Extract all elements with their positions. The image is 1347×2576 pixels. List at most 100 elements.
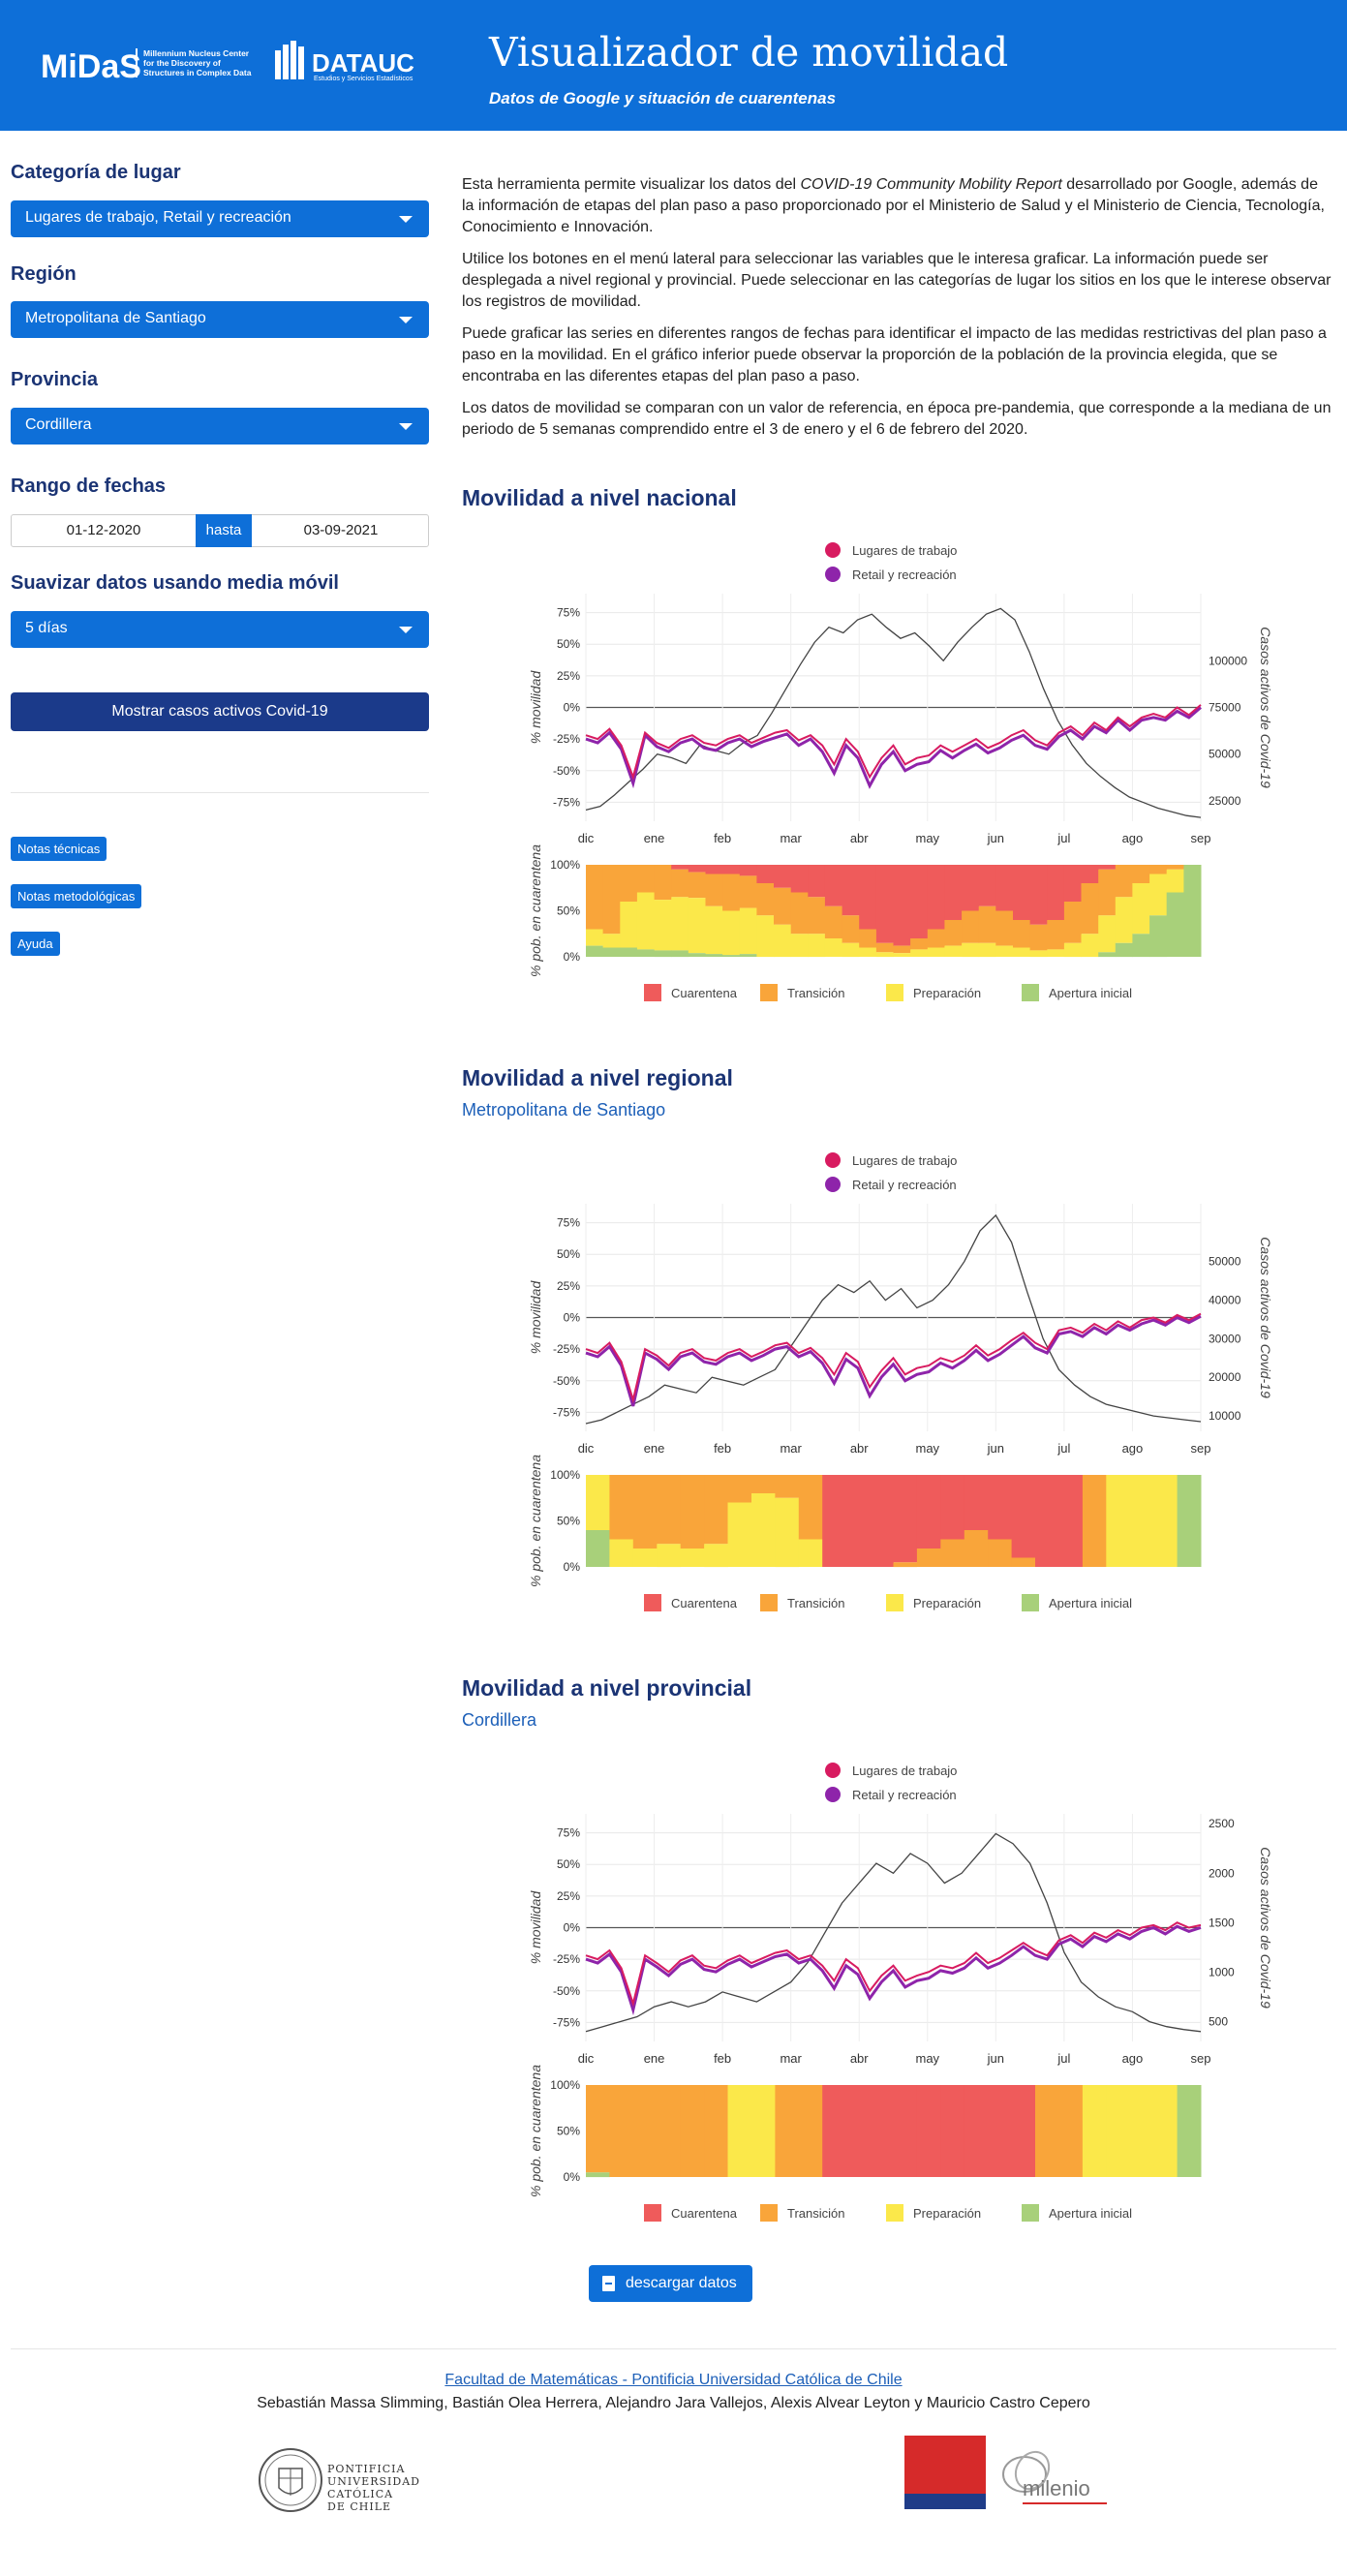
dataux-bars-icon xyxy=(275,41,304,79)
quarantine-bar-segment xyxy=(1063,865,1082,902)
quarantine-bar-segment xyxy=(893,2085,918,2177)
quarantine-bar-segment xyxy=(1029,924,1048,951)
legend-trabajo-label: Lugares de trabajo xyxy=(852,1763,957,1778)
date-to-input[interactable]: 03-09-2021 xyxy=(303,522,379,538)
category-label: Categoría de lugar xyxy=(11,162,181,183)
methodology-notes-button[interactable]: Notas metodológicas xyxy=(11,884,142,908)
y-tick-label: 75% xyxy=(557,606,580,620)
provincial-chart-svg: Lugares de trabajo Retail y recreación 75%… xyxy=(528,1763,1273,2222)
quarantine-bar-segment xyxy=(995,865,1014,911)
quarantine-bar-segment xyxy=(1115,865,1133,898)
q-y-tick-label: 50% xyxy=(557,1515,580,1528)
quarantine-bar-segment xyxy=(1047,949,1065,957)
quarantine-bar-segment xyxy=(727,1475,752,1503)
quarantine-bar-segment xyxy=(1153,1475,1179,1567)
quarantine-bar-segment xyxy=(586,929,604,946)
quarantine-bar-segment xyxy=(688,898,706,954)
file-download-icon xyxy=(602,2276,615,2291)
quarantine-bar-segment xyxy=(808,934,826,958)
technical-notes-button[interactable]: Notas técnicas xyxy=(11,837,107,861)
quarantine-bar-segment xyxy=(1098,915,1117,953)
y2-tick-label: 1000 xyxy=(1209,1965,1235,1978)
puc-logo-text: PONTIFICIA UNIVERSIDAD CATÓLICA DE CHILE xyxy=(327,2463,420,2513)
quarantine-bar-segment xyxy=(1115,897,1133,943)
quarantine-bar-segment xyxy=(1166,865,1184,870)
quarantine-bar-segment xyxy=(962,865,980,911)
quarantine-bar-segment xyxy=(620,865,638,902)
y-tick-label: -75% xyxy=(553,795,580,809)
x-tick-label: ene xyxy=(644,831,665,845)
quarantine-bar-segment xyxy=(824,905,842,939)
province-select[interactable]: Cordillera xyxy=(11,408,429,445)
quarantine-bar-segment xyxy=(586,945,604,957)
y-tick-label: -75% xyxy=(553,1405,580,1419)
quarantine-bar-segment xyxy=(636,892,655,950)
quarantine-bar-segment xyxy=(632,1475,658,1549)
faculty-link[interactable]: Facultad de Matemáticas - Pontificia Uni… xyxy=(444,2372,903,2388)
q-legend-label: Preparación xyxy=(913,986,981,1000)
x-tick-label: feb xyxy=(714,2051,731,2066)
quarantine-bar-segment xyxy=(704,1544,728,1568)
quarantine-bar-segment xyxy=(875,865,894,943)
quarantine-bar-segment xyxy=(893,1562,918,1568)
q-legend-swatch xyxy=(760,2204,778,2222)
quarantine-bar-segment xyxy=(1047,920,1065,950)
intro-paragraph-4: Los datos de movilidad se comparan con u… xyxy=(462,400,1332,438)
quarantine-bar-segment xyxy=(964,1530,989,1567)
quarantine-bar-segment xyxy=(1115,942,1133,958)
quarantine-bar-segment xyxy=(688,865,706,873)
y2-tick-label: 50000 xyxy=(1209,1255,1241,1269)
category-select[interactable]: Lugares de trabajo, Retail y recreación xyxy=(11,200,429,237)
quarantine-bar-segment xyxy=(790,865,809,893)
quarantine-bar-segment xyxy=(870,1475,894,1567)
legend-retail-label: Retail y recreación xyxy=(852,1178,957,1192)
q-legend-swatch xyxy=(1022,1594,1039,1611)
quarantine-bar-segment xyxy=(1177,1475,1202,1567)
quarantine-bar-segment xyxy=(1081,883,1099,935)
q-legend-label: Cuarentena xyxy=(671,986,738,1000)
y-tick-label: 75% xyxy=(557,1826,580,1840)
national-chart: Lugares de trabajo Retail y recreación 75%… xyxy=(513,531,1278,1025)
date-range: 01-12-2020 hasta 03-09-2021 xyxy=(11,514,429,547)
quarantine-bar-segment xyxy=(705,954,723,957)
quarantine-bar-segment xyxy=(1183,865,1202,957)
quarantine-bar-segment xyxy=(808,897,826,935)
quarantine-bar-segment xyxy=(1098,865,1117,870)
date-from-input[interactable]: 01-12-2020 xyxy=(66,522,141,538)
quarantine-bar-segment xyxy=(940,1539,965,1567)
authors-text: Sebastián Massa Slimming, Bastián Olea H… xyxy=(257,2395,1090,2411)
quarantine-bar-segment xyxy=(940,2085,965,2177)
x-tick-label: mar xyxy=(780,831,802,845)
smoothing-select[interactable]: 5 días xyxy=(11,611,429,648)
quarantine-bar-segment xyxy=(756,915,775,958)
show-cases-button[interactable]: Mostrar casos activos Covid-19 xyxy=(11,692,429,731)
region-select[interactable]: Metropolitana de Santiago xyxy=(11,301,429,338)
quarantine-bar-segment xyxy=(680,2085,705,2177)
series-line-cases xyxy=(585,607,1202,818)
quarantine-bar-segment xyxy=(995,945,1014,957)
chevron-down-icon xyxy=(399,216,413,223)
quarantine-bar-segment xyxy=(910,865,929,938)
x-tick-label: jun xyxy=(987,1441,1004,1456)
puc-seal-logo xyxy=(259,2448,322,2512)
quarantine-bar-segment xyxy=(842,915,860,943)
smoothing-label: Suavizar datos usando media móvil xyxy=(11,572,339,594)
help-button[interactable]: Ayuda xyxy=(11,932,60,956)
q-legend-swatch xyxy=(644,2204,661,2222)
y-tick-label: 50% xyxy=(557,637,580,651)
y2-tick-label: 500 xyxy=(1209,2015,1228,2029)
download-data-button[interactable]: descargar datos xyxy=(589,2265,752,2302)
series-line-retail xyxy=(585,706,1202,789)
anid-logo xyxy=(904,2436,986,2509)
y2-tick-label: 1500 xyxy=(1209,1916,1235,1929)
quarantine-bar-segment xyxy=(1149,915,1168,958)
quarantine-bar-segment xyxy=(657,2085,682,2177)
quarantine-bar-segment xyxy=(927,947,945,957)
q-legend-swatch xyxy=(886,2204,903,2222)
y2-axis-label: Casos activos de Covid-19 xyxy=(1258,1237,1273,1398)
y-axis-label: % movilidad xyxy=(528,1890,543,1965)
quarantine-bar-segment xyxy=(1035,1475,1059,1567)
quarantine-bar-segment xyxy=(1011,1557,1036,1567)
quarantine-bar-segment xyxy=(1153,2085,1179,2177)
y2-tick-label: 30000 xyxy=(1209,1332,1241,1345)
